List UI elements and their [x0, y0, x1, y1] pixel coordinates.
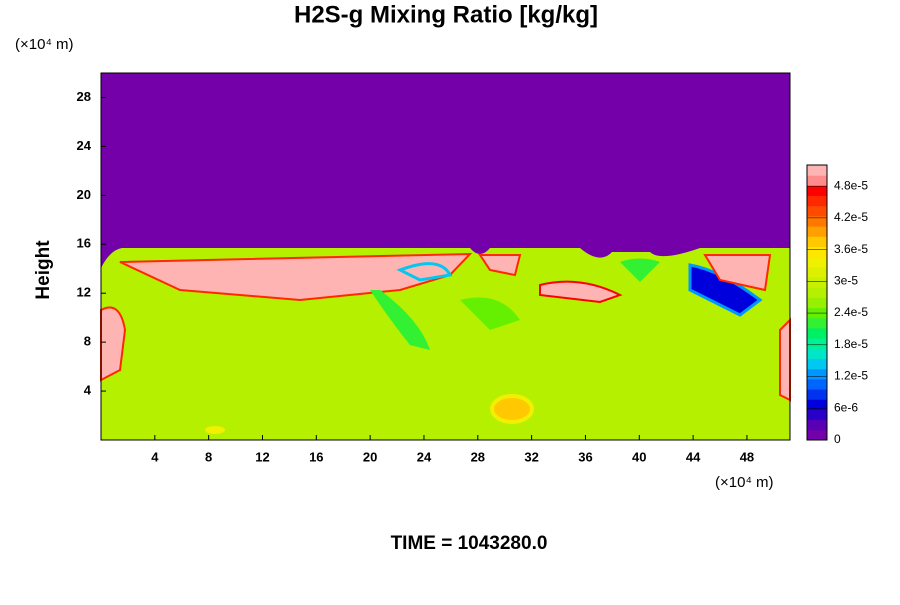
- colorbar-tick-label: 4.8e-5: [834, 178, 868, 192]
- x-tick-label: 48: [740, 449, 754, 464]
- colorbar-band: [807, 378, 827, 390]
- y-axis-label: Height: [33, 240, 54, 300]
- colorbar-tick-label: 3.6e-5: [834, 242, 868, 256]
- colorbar-band: [807, 419, 827, 431]
- colorbar-band: [807, 266, 827, 278]
- x-tick-label: 40: [632, 449, 646, 464]
- colorbar-band: [807, 205, 827, 217]
- y-tick-label: 20: [77, 187, 91, 202]
- y-tick-label: 8: [84, 334, 91, 349]
- colorbar-band: [807, 348, 827, 360]
- colorbar-band: [807, 165, 827, 176]
- colorbar-band: [807, 409, 827, 421]
- x-tick-label: 28: [471, 449, 485, 464]
- colorbar-band: [807, 215, 827, 227]
- colorbar-band: [807, 327, 827, 339]
- y-tick-label: 28: [77, 89, 91, 104]
- colorbar-band: [807, 317, 827, 329]
- colorbar-tick-label: 3e-5: [834, 274, 858, 288]
- y-tick-label: 16: [77, 236, 91, 251]
- colorbar-band: [807, 226, 827, 237]
- plot-frame: [100, 72, 791, 441]
- colorbar-band: [807, 297, 827, 309]
- x-tick-label: 16: [309, 449, 323, 464]
- x-tick-label: 32: [524, 449, 538, 464]
- chart-title: H2S-g Mixing Ratio [kg/kg]: [294, 1, 598, 28]
- colorbar-band: [807, 256, 827, 268]
- x-tick-label: 36: [578, 449, 592, 464]
- colorbar-band: [807, 358, 827, 370]
- x-tick-label: 4: [151, 449, 159, 464]
- x-tick-label: 12: [255, 449, 269, 464]
- y-tick-label: 4: [84, 383, 92, 398]
- field: [100, 73, 791, 440]
- colorbar-band: [807, 236, 827, 247]
- colorbar-tick-label: 4.2e-5: [834, 210, 868, 224]
- colorbar-band: [807, 399, 827, 410]
- colorbar-band: [807, 338, 827, 349]
- y-tick-label: 12: [77, 285, 91, 300]
- x-unit: (×10⁴ m): [715, 474, 774, 491]
- y-unit: (×10⁴ m): [15, 36, 74, 53]
- colorbar-band: [807, 195, 827, 207]
- colorbar-band: [807, 175, 827, 186]
- colorbar-band: [807, 277, 827, 288]
- colorbar-band: [807, 429, 827, 441]
- colorbar-band: [807, 368, 827, 380]
- colorbar-band: [807, 246, 827, 258]
- y-tick-label: 24: [77, 138, 92, 153]
- footer-time: TIME = 1043280.0: [391, 533, 548, 554]
- x-tick-label: 24: [417, 449, 432, 464]
- colorbar-tick-label: 1.8e-5: [834, 337, 868, 351]
- colorbar-band: [807, 287, 827, 298]
- colorbar-tick-label: 6e-6: [834, 400, 858, 414]
- x-tick-label: 44: [686, 449, 701, 464]
- x-tick-label: 8: [205, 449, 212, 464]
- colorbar-tick-label: 2.4e-5: [834, 305, 868, 319]
- colorbar-band: [807, 185, 827, 197]
- colorbar-tick-label: 1.2e-5: [834, 369, 868, 383]
- colorbar-tick-label: 0: [834, 432, 841, 446]
- colorbar-band: [807, 389, 827, 400]
- x-tick-label: 20: [363, 449, 377, 464]
